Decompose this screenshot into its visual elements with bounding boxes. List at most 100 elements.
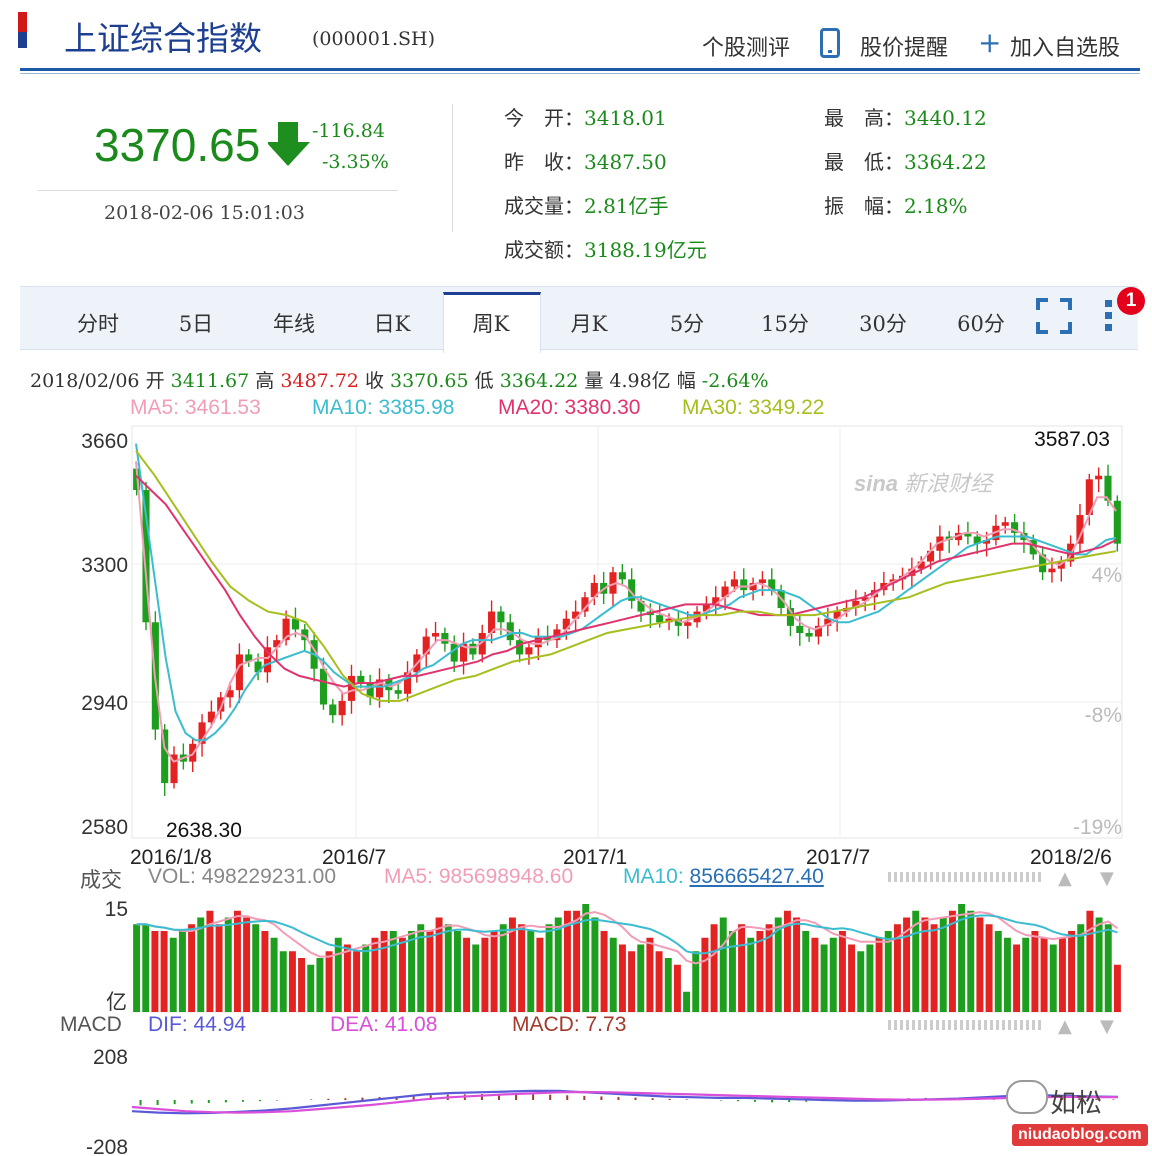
volume-bar [829, 937, 837, 1012]
tab-5min[interactable]: 5分 [669, 312, 705, 336]
volume-bar [591, 917, 599, 1012]
candle-body [394, 690, 402, 694]
volume-bar [948, 910, 956, 1012]
vol-legend: VOL: 498229231.00 [148, 865, 336, 888]
candle-body [1095, 475, 1103, 480]
volume-bar [499, 924, 507, 1012]
price-alert-link[interactable]: 股价提醒 [860, 36, 949, 61]
volume-bar [655, 951, 663, 1012]
tab-weekly-k[interactable]: 周K [472, 312, 510, 336]
macd-pane-handle[interactable] [888, 1020, 1044, 1030]
candle-body [450, 643, 458, 662]
vol-down-arrow-icon[interactable]: ▼ [1100, 868, 1114, 889]
stat-amplitude: 振 幅：2.18% [824, 194, 968, 218]
volume-bar [967, 910, 975, 1012]
candle-body [1039, 554, 1047, 573]
candle-body [198, 722, 206, 744]
percent-axis-label: 4% [1092, 564, 1122, 587]
vol-ma10-legend: MA10: 856665427.40 [623, 865, 824, 888]
volume-bar [197, 917, 205, 1012]
volume-bar [279, 951, 287, 1012]
macd-up-arrow-icon[interactable]: ▲ [1058, 1016, 1072, 1037]
volume-bar [307, 964, 315, 1012]
macd-axis-label: 208 [93, 1046, 128, 1069]
active-tab-indicator [443, 292, 541, 353]
plus-icon: + [978, 26, 1002, 59]
volume-bar [618, 944, 626, 1012]
candle-body [301, 629, 309, 641]
volume-unit-label: 亿 [106, 991, 127, 1014]
stock-review-link[interactable]: 个股测评 [702, 36, 791, 61]
volume-bar [453, 931, 461, 1012]
candle-body [282, 618, 290, 641]
ma20-legend: MA20: 3380.30 [498, 396, 641, 419]
tab-60min[interactable]: 60分 [957, 312, 1005, 336]
candle-body [628, 579, 636, 601]
candle-body [357, 675, 365, 684]
price-axis-label: 2940 [81, 692, 128, 715]
vol-up-arrow-icon[interactable]: ▲ [1058, 868, 1072, 889]
volume-bar [472, 944, 480, 1012]
volume-bar [151, 931, 159, 1012]
candle-body [572, 611, 580, 619]
volume-bar [857, 951, 865, 1012]
tab-15min[interactable]: 15分 [761, 312, 809, 336]
tab-5day[interactable]: 5日 [178, 312, 214, 336]
volume-bar [518, 924, 526, 1012]
price-pane-frame [131, 425, 1123, 839]
volume-bar [646, 937, 654, 1012]
candle-body [497, 611, 505, 623]
ma5-line [135, 461, 1117, 763]
tab-year[interactable]: 年线 [273, 312, 315, 336]
volume-bar [958, 904, 966, 1012]
volume-bar [252, 924, 260, 1012]
sina-watermark: sina 新浪财经 [854, 471, 993, 496]
stat-prev-close: 昨 收：3487.50 [504, 150, 667, 174]
volume-bar [600, 931, 608, 1012]
fullscreen-icon[interactable] [1036, 298, 1072, 334]
tab-monthly-k[interactable]: 月K [570, 312, 608, 336]
volume-bar [490, 931, 498, 1012]
volume-bar [288, 951, 296, 1012]
candle-body [1048, 568, 1056, 573]
candle-body [142, 490, 150, 623]
quote-divider [38, 190, 398, 191]
volume-bar [426, 931, 434, 1012]
stat-open: 今 开：3418.01 [504, 106, 667, 130]
candle-body [730, 579, 738, 587]
volume-bar [637, 944, 645, 1012]
volume-bar [334, 937, 342, 1012]
tab-intraday[interactable]: 分时 [77, 312, 119, 336]
candle-body [590, 582, 598, 598]
vol-pane-handle[interactable] [888, 872, 1044, 882]
volume-bar [893, 924, 901, 1012]
volume-bar [1104, 924, 1112, 1012]
candle-body [1076, 515, 1084, 544]
quote-vertical-divider [452, 104, 453, 232]
volume-bar [261, 931, 269, 1012]
candle-body [1001, 522, 1009, 526]
candle-body [329, 704, 337, 716]
candle-body [562, 618, 570, 630]
volume-bar [1095, 917, 1103, 1012]
candle-body [245, 654, 253, 662]
macd-down-arrow-icon[interactable]: ▼ [1100, 1016, 1114, 1037]
candle-body [469, 643, 477, 655]
volume-bar [362, 944, 370, 1012]
price-axis-label: 2580 [81, 816, 128, 839]
volume-bar [508, 917, 516, 1012]
volume-bar [160, 931, 168, 1012]
tab-30min[interactable]: 30分 [859, 312, 907, 336]
ohlc-info-line: 2018/02/06 开 3411.67 高 3487.72 收 3370.65… [30, 370, 769, 392]
candle-body [908, 568, 916, 576]
tab-daily-k[interactable]: 日K [373, 312, 411, 336]
volume-bar [1013, 944, 1021, 1012]
volume-bar [609, 937, 617, 1012]
add-watchlist-link[interactable]: 加入自选股 [1010, 36, 1121, 61]
price-axis-label: 3660 [81, 430, 128, 453]
candle-body [861, 597, 869, 601]
more-menu-icon[interactable] [1102, 298, 1116, 334]
time-axis-label: 2016/1/8 [130, 846, 212, 869]
volume-bar [316, 958, 324, 1012]
volume-bar [692, 951, 700, 1012]
